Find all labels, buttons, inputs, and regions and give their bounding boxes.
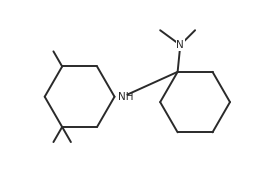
Text: N: N	[177, 40, 184, 50]
Text: NH: NH	[118, 92, 133, 102]
